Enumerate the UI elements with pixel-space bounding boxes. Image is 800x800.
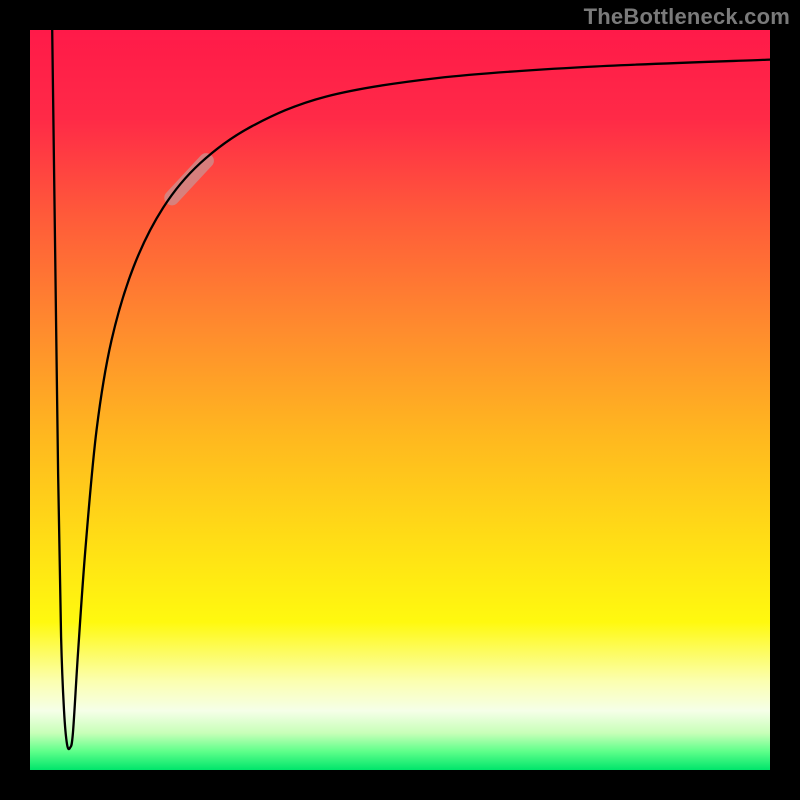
watermark-text: TheBottleneck.com <box>584 4 790 30</box>
figure-container: TheBottleneck.com <box>0 0 800 800</box>
gradient-background <box>30 30 770 770</box>
chart-svg <box>30 30 770 770</box>
plot-area <box>30 30 770 770</box>
